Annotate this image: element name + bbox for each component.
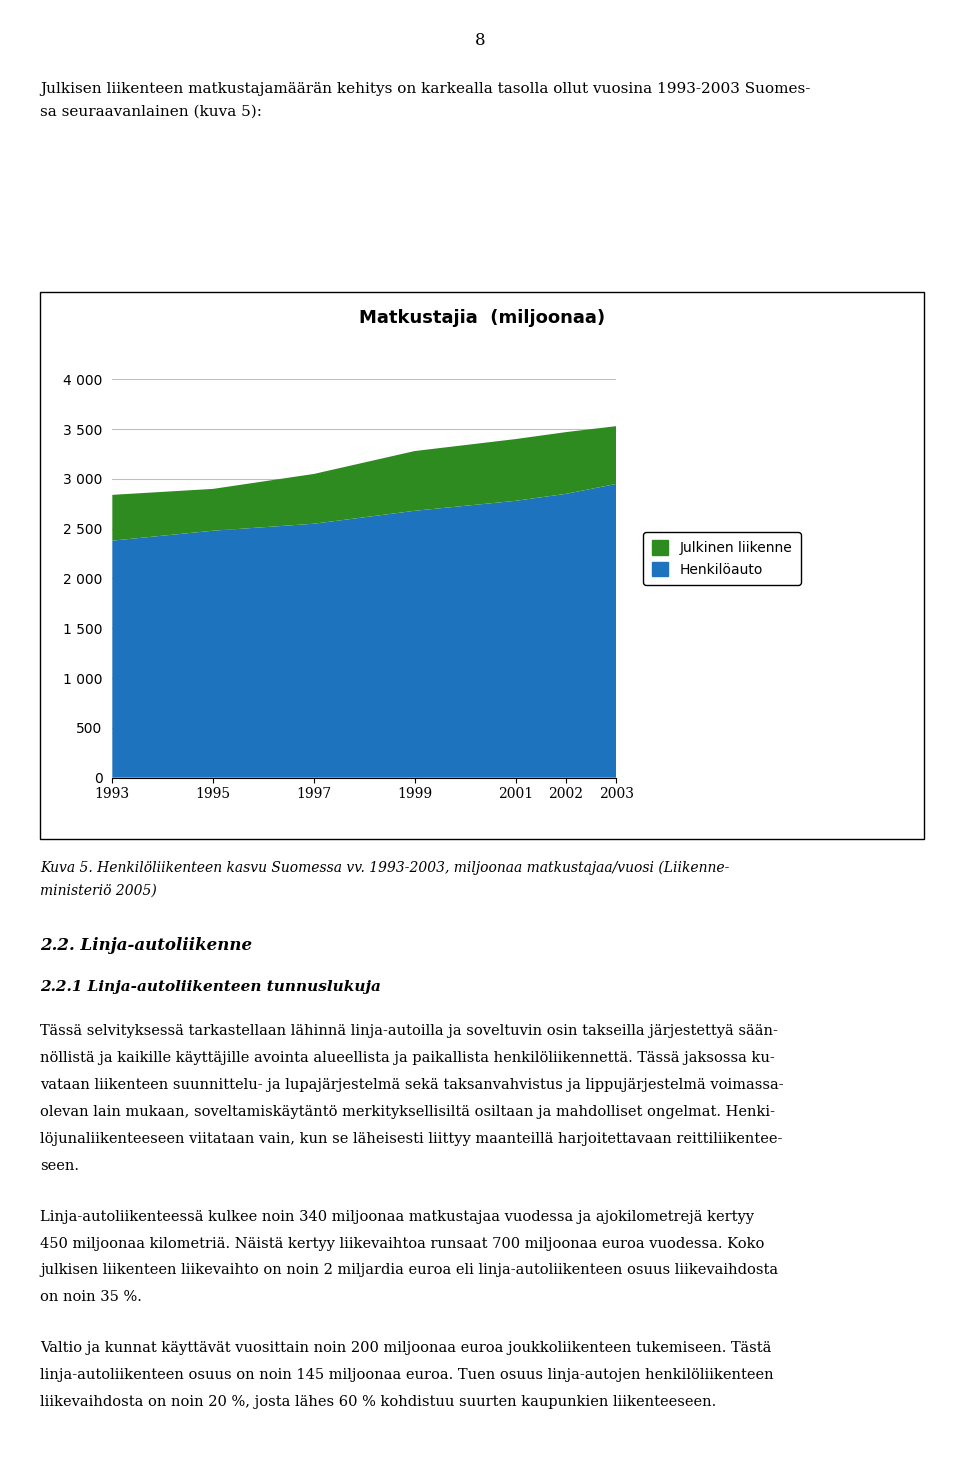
Text: vataan liikenteen suunnittelu- ja lupajärjestelmä sekä taksanvahvistus ja lippuj: vataan liikenteen suunnittelu- ja lupajä… (40, 1078, 784, 1093)
Text: löjunaliikenteeseen viitataan vain, kun se läheisesti liittyy maanteillä harjoit: löjunaliikenteeseen viitataan vain, kun … (40, 1132, 782, 1147)
Text: 2.2.1 Linja-autoliikenteen tunnuslukuja: 2.2.1 Linja-autoliikenteen tunnuslukuja (40, 980, 381, 995)
Text: Valtio ja kunnat käyttävät vuosittain noin 200 miljoonaa euroa joukkoliikenteen : Valtio ja kunnat käyttävät vuosittain no… (40, 1341, 772, 1355)
Text: on noin 35 %.: on noin 35 %. (40, 1291, 142, 1304)
Text: julkisen liikenteen liikevaihto on noin 2 miljardia euroa eli linja-autoliikente: julkisen liikenteen liikevaihto on noin … (40, 1263, 779, 1278)
Text: seen.: seen. (40, 1160, 80, 1173)
Text: 8: 8 (474, 32, 486, 50)
Text: Kuva 5. Henkilöliikenteen kasvu Suomessa vv. 1993-2003, miljoonaa matkustajaa/vu: Kuva 5. Henkilöliikenteen kasvu Suomessa… (40, 861, 730, 875)
Text: liikevaihdosta on noin 20 %, josta lähes 60 % kohdistuu suurten kaupunkien liike: liikevaihdosta on noin 20 %, josta lähes… (40, 1395, 716, 1409)
Text: ministeriö 2005): ministeriö 2005) (40, 884, 157, 899)
Text: nöllistä ja kaikille käyttäjille avointa alueellista ja paikallista henkilöliike: nöllistä ja kaikille käyttäjille avointa… (40, 1050, 775, 1065)
Legend: Julkinen liikenne, Henkilöauto: Julkinen liikenne, Henkilöauto (643, 533, 801, 585)
Text: Matkustajia  (miljoonaa): Matkustajia (miljoonaa) (359, 309, 605, 327)
Text: linja-autoliikenteen osuus on noin 145 miljoonaa euroa. Tuen osuus linja-autojen: linja-autoliikenteen osuus on noin 145 m… (40, 1369, 774, 1382)
Text: olevan lain mukaan, soveltamiskäytäntö merkityksellisiltä osiltaan ja mahdollise: olevan lain mukaan, soveltamiskäytäntö m… (40, 1106, 776, 1119)
Text: Julkisen liikenteen matkustajamäärän kehitys on karkealla tasolla ollut vuosina : Julkisen liikenteen matkustajamäärän keh… (40, 82, 810, 96)
Text: sa seuraavanlainen (kuva 5):: sa seuraavanlainen (kuva 5): (40, 105, 262, 120)
Text: Tässä selvityksessä tarkastellaan lähinnä linja-autoilla ja soveltuvin osin taks: Tässä selvityksessä tarkastellaan lähinn… (40, 1024, 779, 1039)
Text: 450 miljoonaa kilometriä. Näistä kertyy liikevaihtoa runsaat 700 miljoonaa euroa: 450 miljoonaa kilometriä. Näistä kertyy … (40, 1237, 765, 1250)
Text: Linja-autoliikenteessä kulkee noin 340 miljoonaa matkustajaa vuodessa ja ajokilo: Linja-autoliikenteessä kulkee noin 340 m… (40, 1210, 755, 1224)
Text: 2.2. Linja-autoliikenne: 2.2. Linja-autoliikenne (40, 937, 252, 954)
